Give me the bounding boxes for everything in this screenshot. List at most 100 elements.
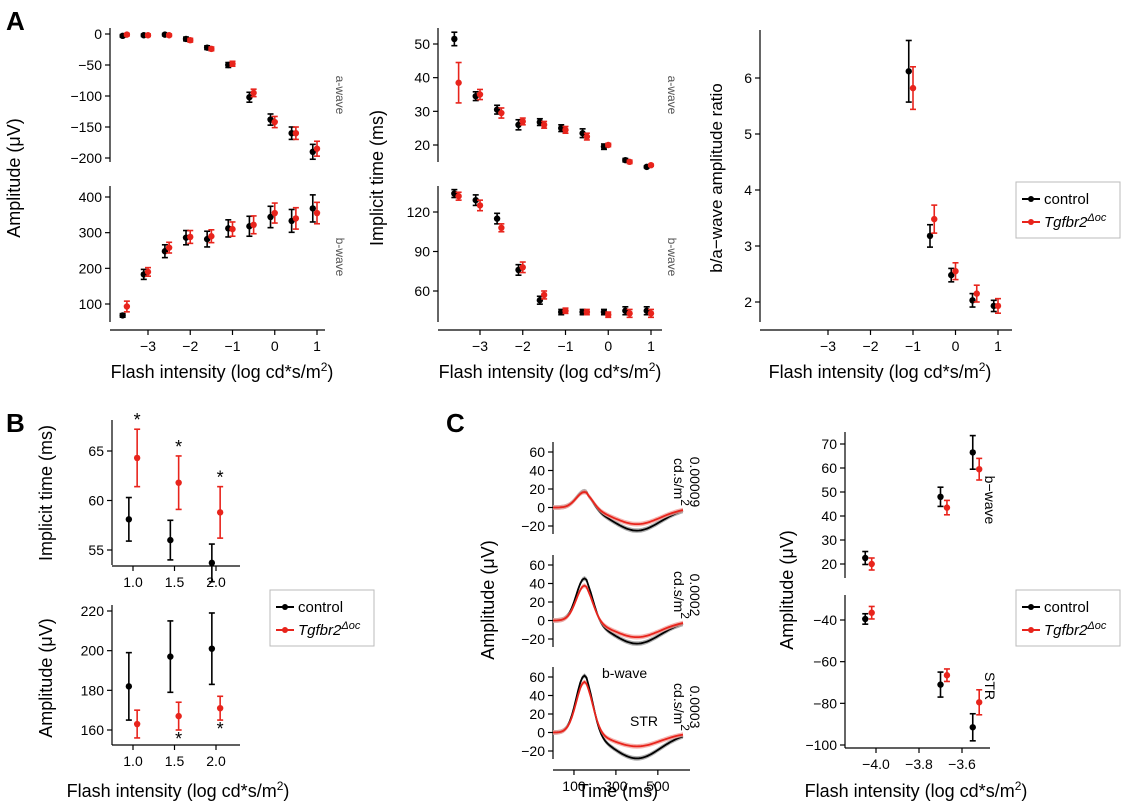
- c-trace-facet3-tick-label: 20: [529, 706, 545, 722]
- c-amp-bwave-tick-label: 20: [821, 556, 837, 572]
- a-amp-bwave-facet: b-wave: [333, 238, 347, 277]
- c-amp-bwave-tick-label: 50: [821, 484, 837, 500]
- a-impl-x-tick-label: 0: [604, 338, 612, 354]
- a-impl-x-tick-label: −3: [472, 338, 488, 354]
- a-impl-bwave-control-point: [536, 297, 544, 304]
- a-ratio-x-tick-label: −2: [863, 338, 879, 354]
- c-amp-str-tick-label: −60: [813, 654, 837, 670]
- legend-c-tgf-label-base: Tgfbr2: [1044, 622, 1088, 639]
- c-amp-bwave-control-point: [862, 554, 869, 562]
- b-amp-tgf-point: [175, 712, 182, 720]
- c-amp-xlabel-tail: ): [1021, 781, 1027, 801]
- a-impl-awave-tgf-point: [605, 141, 612, 149]
- a-amp-xlabel-tail: ): [327, 362, 333, 382]
- a-ratio-x-tick-label: −3: [820, 338, 836, 354]
- a-amp-awave-facet: a-wave: [333, 76, 347, 115]
- panel-label-b: B: [6, 408, 25, 438]
- c-amp-str-tgf-point: [868, 609, 875, 616]
- c-trace-facet3-tick-label: −20: [521, 743, 545, 759]
- c-trace-facet2-control-band: [553, 576, 683, 646]
- c-trace-ylabel: Amplitude (μV): [478, 540, 498, 659]
- a-amp-bwave-tick-label: 400: [79, 189, 103, 205]
- c-amp-bwave-tick-label: 30: [821, 532, 837, 548]
- a-amp-bwave-control-point: [309, 205, 316, 212]
- c-trace-facet2-tick-label: 20: [529, 594, 545, 610]
- c-trace-facet1-intensity: 0.00009: [687, 457, 703, 508]
- b-xlabel: Flash intensity (log cd*s/m2): [67, 779, 290, 801]
- c-amp-ylabel: Amplitude (μV): [777, 530, 797, 649]
- legend-b-control-label: control: [298, 599, 343, 616]
- a-ratio-tgf-point: [973, 290, 980, 297]
- b-impl-significance-star: *: [217, 468, 224, 488]
- c-trace-facet1-tick-label: 60: [529, 444, 545, 460]
- a-impl-bwave-tgf-point: [498, 224, 505, 231]
- legend-a-box: [1015, 181, 1121, 239]
- a-amp-x-tick-label: 1: [313, 338, 321, 354]
- b-xlabel-tail: ): [283, 781, 289, 801]
- c-amp-bwave-control-point: [937, 493, 944, 500]
- legend-c-box: [1015, 589, 1121, 647]
- b-impl-tgf-point: [133, 454, 141, 462]
- c-trace-facet2-unit-base: cd.s/m: [671, 571, 687, 612]
- legend-b-tgf-marker: [282, 627, 288, 633]
- a-ratio-tgf-point: [994, 302, 1002, 310]
- a-ratio-tgf-point: [952, 268, 959, 275]
- a-impl-bwave-tgf-point: [605, 311, 612, 318]
- c-trace-facet1-control-trace: [553, 490, 684, 532]
- panel-label-a: A: [6, 6, 25, 36]
- a-impl-awave-tick-label: 30: [414, 103, 430, 119]
- legend-c-tgf-label: Tgfbr2Δoc: [1044, 620, 1107, 639]
- c-amp-x-tick-label: −4.0: [862, 756, 890, 772]
- a-ratio-tick-label: 6: [744, 70, 752, 86]
- b-amp-x-tick-label: 1.0: [123, 753, 143, 769]
- c-amp-str-tick-label: −40: [813, 612, 837, 628]
- a-amp-awave-tgf-point: [187, 37, 194, 44]
- b-impl-control-point: [167, 536, 174, 544]
- a-impl-x-tick-label: 1: [647, 338, 655, 354]
- b-amp-tgf-point: [216, 704, 224, 712]
- b-amp-control-point: [125, 683, 133, 690]
- b-xlabel-sup: 2: [277, 779, 284, 793]
- c-trace-facet3-intensity: 0.0003: [687, 686, 703, 729]
- a-ratio-xlabel-sup: 2: [979, 360, 986, 374]
- a-amp-awave-tgf-point: [250, 89, 257, 97]
- b-impl-ylabel: Implicit time (ms): [36, 425, 56, 561]
- a-amp-ylabel: Amplitude (μV): [4, 118, 24, 237]
- a-impl-bwave-tgf-point: [647, 310, 655, 317]
- a-impl-awave-control-point: [515, 121, 522, 128]
- c-amp-xlabel-base: Flash intensity (log cd*s/m: [805, 781, 1015, 801]
- c-trace-x-tick-label: 100: [562, 778, 586, 794]
- a-amp-bwave-control-point: [267, 213, 274, 221]
- a-amp-bwave-tgf-point: [208, 233, 215, 240]
- a-ratio-tick-label: 2: [744, 294, 752, 310]
- a-ratio-tick-label: 3: [744, 238, 752, 254]
- a-impl-awave-tgf-point: [626, 158, 633, 166]
- c-amp-xlabel: Flash intensity (log cd*s/m2): [805, 779, 1028, 801]
- c-amp-str-facet: STR: [982, 672, 998, 700]
- b-amp-x-tick-label: 2.0: [206, 753, 226, 769]
- c-trace-facet3-tick-label: 0: [537, 725, 545, 741]
- c-amp-bwave-tgf-point: [943, 504, 951, 511]
- a-impl-awave-tgf-point: [647, 162, 655, 169]
- legend-c-control-label: control: [1044, 599, 1089, 616]
- panel-label-c: C: [446, 408, 465, 438]
- b-impl-control-point: [125, 516, 133, 523]
- b-amp-significance-star: *: [217, 719, 224, 739]
- c-trace-facet1-tgf-trace: [553, 491, 684, 525]
- b-impl-significance-star: *: [175, 437, 182, 457]
- a-amp-xlabel-base: Flash intensity (log cd*s/m: [111, 362, 321, 382]
- c-trace-facet2-control-trace: [552, 577, 684, 645]
- a-ratio-tgf-point: [931, 215, 938, 223]
- a-impl-bwave-tgf-point: [540, 291, 548, 299]
- legend-a-control-label: control: [1044, 191, 1089, 208]
- b-impl-x-tick-label: 1.5: [165, 574, 185, 590]
- c-trace-facet2-tick-label: 60: [529, 557, 545, 573]
- b-amp-tick-label: 180: [81, 682, 105, 698]
- c-trace-facet1-unit: cd.s/m2: [671, 458, 692, 506]
- a-impl-awave-tgf-point: [498, 109, 505, 117]
- a-amp-awave-tgf-point: [165, 32, 173, 39]
- c-amp-str-tgf-point: [976, 699, 983, 706]
- a-amp-xlabel: Flash intensity (log cd*s/m2): [111, 360, 334, 382]
- c-trace-xlabel: Time (ms): [578, 781, 658, 801]
- a-impl-awave-facet: a-wave: [665, 76, 679, 115]
